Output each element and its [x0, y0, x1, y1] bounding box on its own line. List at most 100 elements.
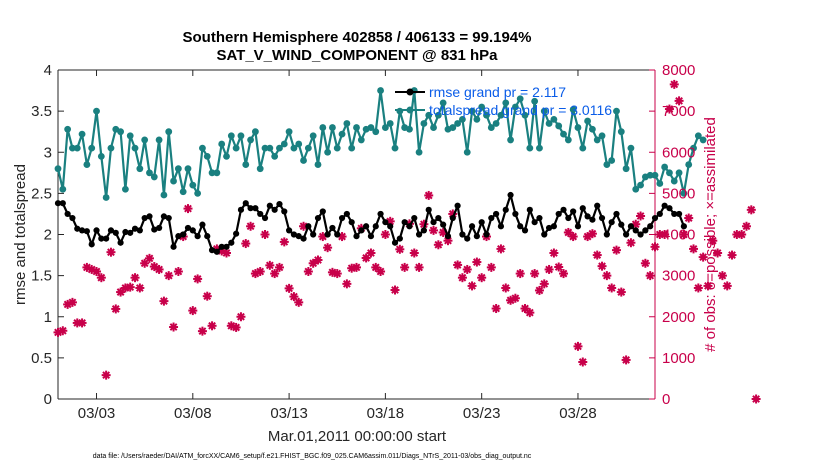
obs-count-point: [284, 283, 294, 293]
rmse-series-point: [233, 230, 240, 237]
marker-core: [585, 234, 591, 240]
obs-count-point: [607, 283, 617, 293]
rmse-series-point: [411, 214, 418, 222]
obs-count-point: [202, 291, 212, 301]
totalspread-series-point: [415, 148, 423, 156]
rmse-series-point: [122, 228, 129, 236]
rmse-series-point: [473, 233, 480, 240]
marker-core: [614, 247, 619, 253]
totalspread-series-point: [545, 120, 553, 127]
obs-count-point: [559, 269, 569, 279]
marker-core: [402, 264, 408, 270]
obs-count-point: [395, 244, 405, 254]
totalspread-series-point: [64, 125, 72, 133]
obs-count-point: [332, 269, 342, 279]
totalspread-series-point: [218, 140, 226, 148]
marker-core: [151, 264, 157, 270]
obs-count-point: [111, 304, 121, 314]
rmse-series-point: [680, 223, 687, 230]
rmse-series-point: [497, 223, 505, 230]
totalspread-series-point: [386, 120, 394, 127]
obs-count-point: [602, 271, 612, 281]
totalspread-series-point: [483, 111, 490, 119]
marker-core: [301, 223, 307, 229]
rmse-series-point: [59, 200, 66, 207]
marker-core: [320, 234, 326, 240]
totalspread-series-point: [391, 144, 399, 152]
obs-count-point: [308, 258, 318, 268]
rmse-series-point: [651, 214, 659, 222]
y-tick-label-left: 3.5: [31, 103, 52, 120]
rmse-series-point: [570, 208, 577, 215]
marker-core: [609, 285, 615, 291]
x-tick-label: 03/03: [78, 405, 116, 422]
totalspread-series-point: [184, 165, 192, 173]
marker-core: [382, 232, 388, 237]
rmse-series-point: [449, 214, 456, 222]
marker-core: [257, 269, 263, 274]
rmse-series-point: [276, 200, 283, 208]
totalspread-series-point: [348, 144, 356, 152]
marker-core: [488, 264, 494, 270]
marker-core: [435, 242, 441, 248]
y-tick-label-left: 1: [44, 309, 52, 326]
marker-core: [662, 232, 668, 237]
marker-core: [243, 241, 249, 247]
marker-core: [739, 232, 745, 237]
rmse-series-point: [146, 213, 153, 220]
totalspread-series-point: [555, 122, 563, 130]
obs-count-point: [534, 285, 544, 295]
totalspread-series-point: [613, 107, 620, 115]
totalspread-series-point: [199, 144, 206, 152]
totalspread-series-point: [651, 171, 659, 179]
totalspread-series-point: [131, 144, 139, 152]
marker-core: [666, 106, 672, 112]
marker-core: [147, 255, 152, 261]
rmse-series-point: [199, 221, 206, 228]
totalspread-series-point: [487, 124, 495, 131]
totalspread-series: [54, 87, 707, 201]
totalspread-series-point: [309, 132, 317, 140]
obs-count-point: [222, 248, 232, 258]
obs-count-point: [67, 297, 77, 307]
rmse-series-point: [74, 225, 81, 232]
obs-count-point: [255, 267, 265, 277]
obs-count-point: [727, 250, 737, 260]
obs-count-point: [626, 238, 636, 248]
totalspread-series-point: [372, 128, 380, 136]
marker-core: [536, 287, 542, 293]
rmse-series-point: [83, 228, 90, 235]
totalspread-series-point: [146, 169, 153, 177]
totalspread-series-point: [564, 136, 572, 144]
y-tick-label-right: 7000: [662, 103, 695, 120]
rmse-series-point: [261, 214, 269, 222]
rmse-series-point: [478, 219, 485, 226]
rmse-series-point: [78, 227, 86, 234]
totalspread-series-point: [550, 115, 558, 123]
totalspread-series-point: [473, 115, 481, 123]
rmse-series-point: [223, 243, 230, 250]
rmse-series-point: [266, 202, 273, 209]
obs-count-point: [587, 229, 597, 239]
rmse-series-point: [281, 208, 288, 215]
rmse-series-point: [213, 248, 220, 255]
totalspread-series-point: [516, 95, 524, 103]
obs-count-point: [169, 322, 179, 332]
rmse-series-point: [594, 202, 601, 209]
obs-count-point: [621, 355, 631, 365]
totalspread-series-point: [160, 191, 168, 199]
marker-core: [60, 328, 66, 334]
totalspread-series-point: [584, 117, 591, 125]
rmse-series-point: [618, 221, 625, 228]
obs-count-point: [274, 262, 284, 272]
obs-count-point: [539, 279, 549, 289]
y-tick-label-left: 3: [44, 144, 52, 161]
marker-core: [248, 223, 254, 229]
obs-count-point: [698, 252, 708, 262]
marker-core: [344, 281, 350, 287]
totalspread-series-point: [420, 120, 428, 127]
rmse-series-point: [493, 210, 500, 218]
rmse-series-point: [194, 233, 201, 240]
rmse-series-point: [574, 223, 582, 230]
